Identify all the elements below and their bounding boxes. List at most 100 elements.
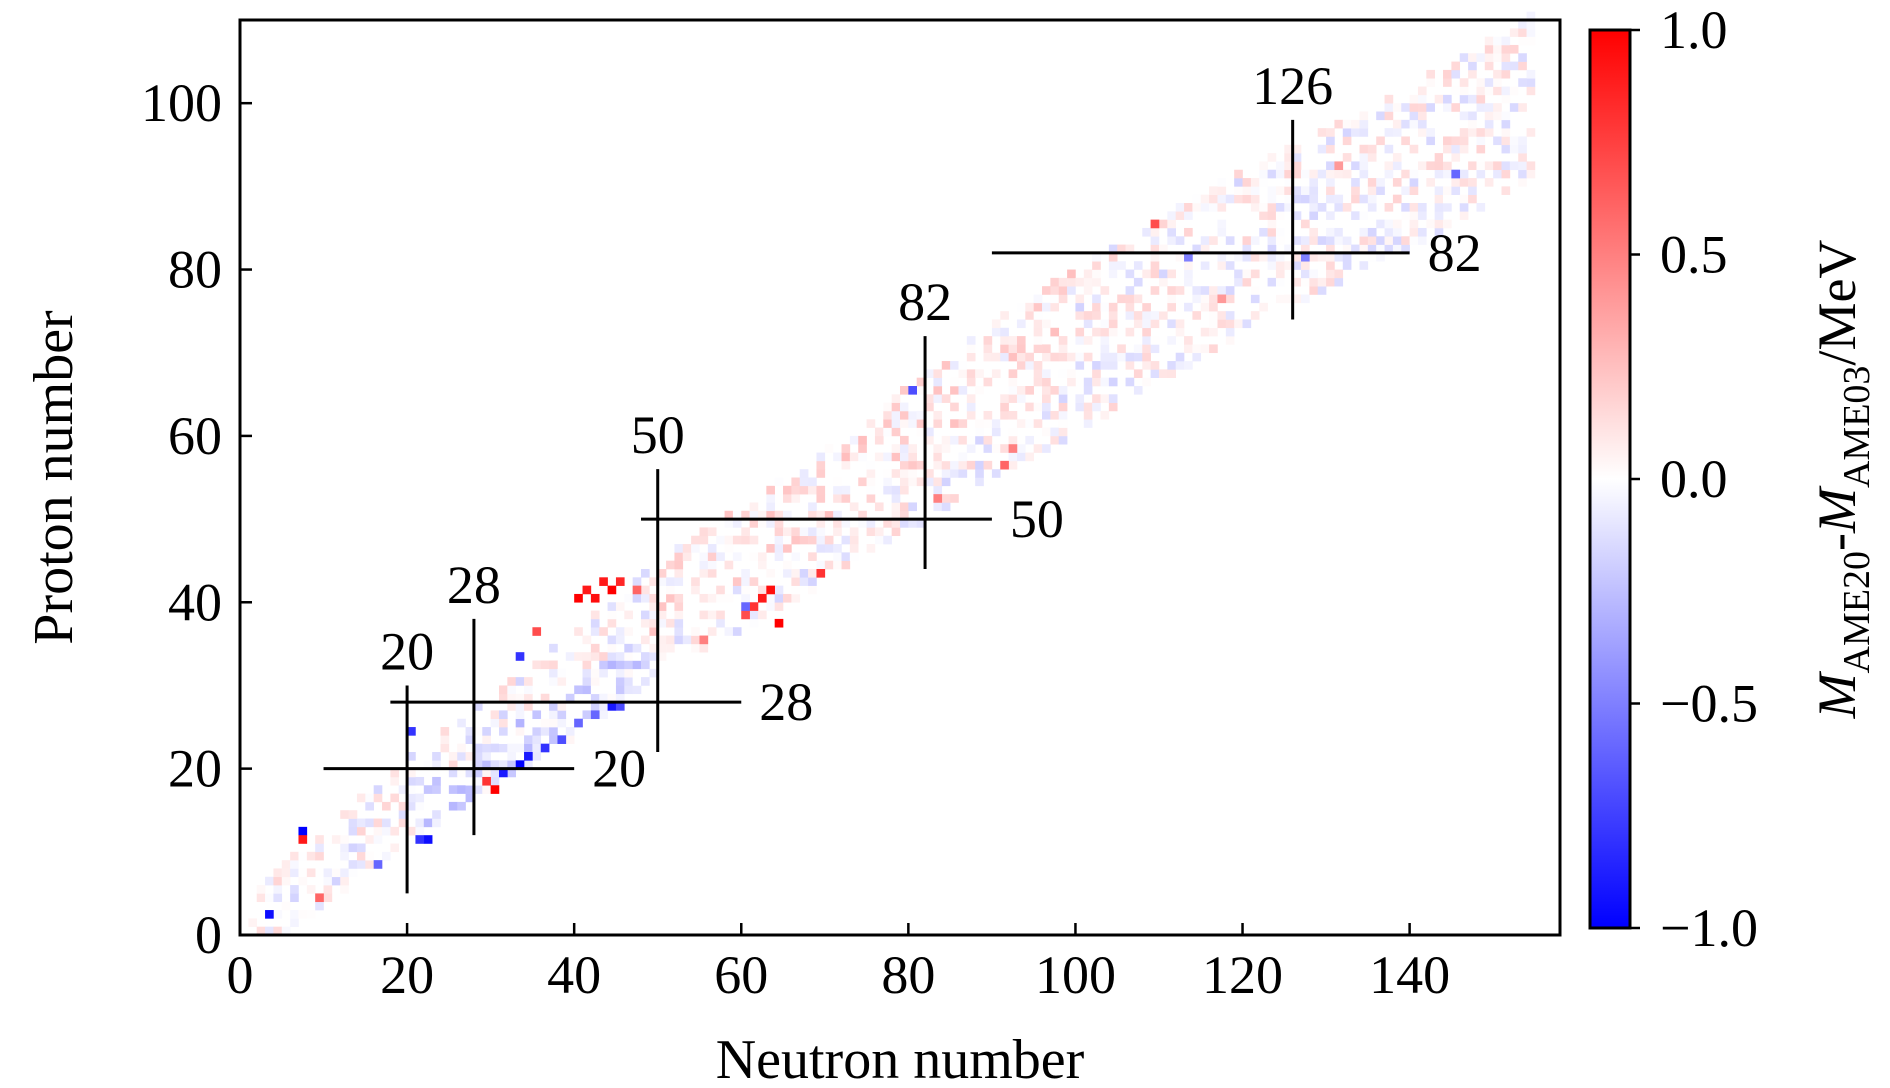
heatmap-cell-highlight: [532, 627, 542, 636]
heatmap-cell: [1225, 311, 1235, 320]
heatmap-cell: [1334, 194, 1344, 204]
heatmap-cell: [398, 801, 408, 811]
heatmap-cell: [1518, 61, 1527, 71]
heatmap-cell: [615, 602, 625, 611]
heatmap-cell: [615, 668, 625, 678]
heatmap-cell: [1409, 111, 1419, 121]
heatmap-cell: [1501, 111, 1511, 121]
heatmap-cell: [975, 469, 984, 478]
heatmap-cell: [1526, 11, 1536, 21]
heatmap-cell: [816, 452, 826, 462]
heatmap-cell: [1443, 169, 1452, 179]
heatmap-cell: [891, 444, 901, 453]
heatmap-cell: [432, 752, 441, 761]
heatmap-cell: [774, 527, 784, 537]
heatmap-cell: [1309, 186, 1319, 195]
heatmap-cell: [1217, 227, 1227, 237]
heatmap-cell: [1367, 236, 1377, 245]
x-tick-label: 0: [227, 945, 254, 1005]
heatmap-cell: [766, 593, 775, 603]
heatmap-cell: [791, 494, 801, 503]
heatmap-cell: [716, 535, 725, 545]
heatmap-cell: [774, 552, 784, 561]
heatmap-cell: [1092, 252, 1101, 262]
heatmap-cell: [1075, 402, 1085, 412]
heatmap-cell: [482, 785, 491, 794]
heatmap-cell: [1284, 153, 1293, 162]
heatmap-cell: [1150, 244, 1160, 254]
heatmap-cell: [1200, 236, 1210, 245]
heatmap-cell: [1392, 161, 1402, 171]
heatmap-cell: [624, 643, 633, 653]
heatmap-cell: [950, 361, 959, 370]
heatmap-cell: [707, 560, 717, 570]
heatmap-cell: [883, 402, 892, 412]
heatmap-cell: [724, 593, 734, 603]
heatmap-cell: [966, 394, 976, 403]
heatmap-cell: [1050, 286, 1060, 295]
heatmap-cell: [716, 552, 725, 561]
heatmap-cell: [1033, 361, 1043, 370]
heatmap-cell: [1192, 352, 1202, 362]
heatmap-cell: [1108, 361, 1118, 370]
heatmap-cell: [791, 577, 801, 586]
heatmap-cell: [1083, 410, 1093, 420]
heatmap-cell: [1242, 186, 1252, 195]
heatmap-cell: [1451, 178, 1461, 187]
heatmap-cell: [900, 419, 909, 428]
heatmap-cell: [632, 577, 642, 586]
heatmap-cell: [1434, 219, 1444, 229]
heatmap-cell: [666, 593, 675, 603]
magic-label-neutron-50: 50: [631, 405, 685, 465]
heatmap-cell: [774, 585, 784, 595]
heatmap-cell: [966, 377, 976, 387]
heatmap-cell: [1326, 161, 1335, 171]
heatmap-cell: [1033, 344, 1043, 354]
heatmap-cell: [1384, 169, 1394, 179]
heatmap-cell: [950, 386, 959, 395]
heatmap-cell: [1117, 261, 1126, 270]
heatmap-cell: [1016, 419, 1026, 428]
heatmap-cell: [1526, 28, 1536, 37]
heatmap-cell: [1092, 402, 1101, 412]
heatmap-cell: [900, 460, 909, 470]
heatmap-cell: [398, 810, 408, 819]
heatmap-cell: [1209, 302, 1218, 312]
heatmap-cell: [1351, 211, 1360, 220]
heatmap-cell: [1434, 169, 1444, 179]
heatmap-cell: [448, 785, 458, 794]
heatmap-cell: [515, 727, 525, 736]
heatmap-cell-highlight: [482, 776, 491, 786]
heatmap-cell: [1100, 410, 1110, 420]
heatmap-cell: [1217, 219, 1227, 229]
heatmap-cell: [1067, 377, 1076, 387]
heatmap-cell: [1267, 186, 1277, 195]
heatmap-cell: [791, 477, 801, 487]
y-tick-label: 40: [168, 572, 222, 632]
heatmap-cell: [256, 885, 266, 894]
heatmap-cell: [615, 693, 625, 703]
heatmap-cell: [1501, 144, 1511, 154]
heatmap-cell: [1509, 136, 1519, 146]
heatmap-cell: [1217, 319, 1227, 329]
heatmap-cell: [1083, 419, 1093, 428]
heatmap-cell: [958, 452, 968, 462]
heatmap-cell: [933, 410, 943, 420]
heatmap-cell: [975, 427, 984, 437]
heatmap-cell: [473, 743, 483, 753]
heatmap-cell-highlight: [540, 743, 550, 753]
plot-frame: [238, 18, 1562, 937]
heatmap-cell: [691, 627, 700, 636]
heatmap-cell: [1267, 219, 1277, 229]
heatmap-cell: [757, 585, 767, 595]
heatmap-cell: [1025, 302, 1034, 312]
heatmap-cell: [465, 727, 475, 736]
heatmap-cell: [724, 560, 734, 570]
heatmap-cell: [941, 444, 951, 453]
heatmap-cell: [1351, 161, 1360, 171]
heatmap-cell: [1267, 194, 1277, 204]
heatmap-cell: [1501, 136, 1511, 146]
heatmap-cell: [390, 843, 400, 853]
heatmap-cell: [1484, 128, 1494, 137]
heatmap-cell: [749, 618, 759, 628]
